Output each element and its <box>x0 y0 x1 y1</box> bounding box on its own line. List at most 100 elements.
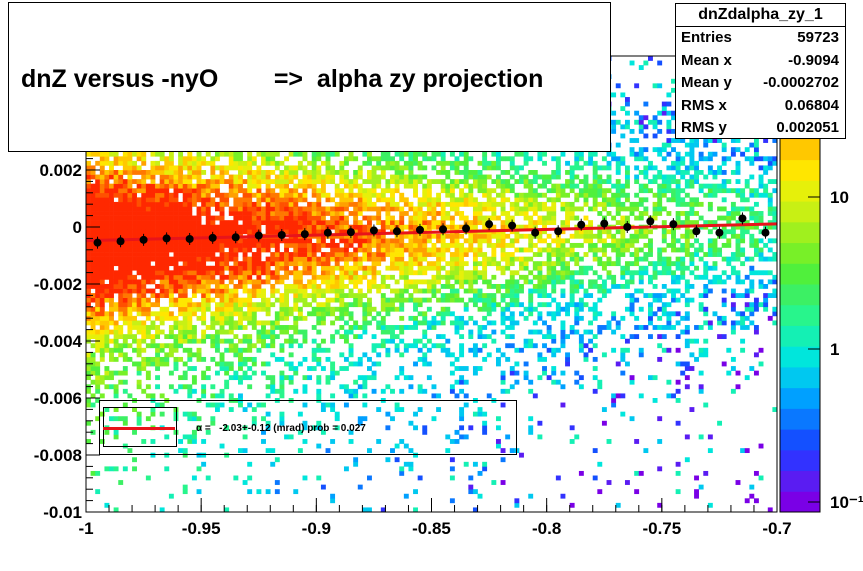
heatmap-cell <box>187 393 193 399</box>
heatmap-cell <box>320 160 326 166</box>
heatmap-cell <box>353 325 359 330</box>
heatmap-cell <box>247 343 253 349</box>
heatmap-cell <box>224 274 230 280</box>
heatmap-cell <box>136 261 142 267</box>
heatmap-cell <box>164 174 170 180</box>
heatmap-cell <box>164 265 170 271</box>
heatmap-cell <box>196 165 202 171</box>
heatmap-cell <box>320 252 326 257</box>
heatmap-cell <box>380 256 386 262</box>
heatmap-cell <box>325 192 331 198</box>
heatmap-cell <box>182 156 188 162</box>
heatmap-cell <box>251 229 257 235</box>
heatmap-cell <box>523 361 529 367</box>
heatmap-cell <box>500 270 506 276</box>
heatmap-cell <box>196 151 202 157</box>
heatmap-cell <box>247 160 253 166</box>
heatmap-cell <box>472 461 478 467</box>
heatmap-cell <box>187 183 193 189</box>
heatmap-cell <box>214 247 220 253</box>
heatmap-cell <box>472 211 478 216</box>
heatmap-cell <box>542 215 547 221</box>
heatmap-cell <box>95 311 101 317</box>
heatmap-cell <box>127 156 133 162</box>
heatmap-cell <box>132 284 137 289</box>
heatmap-cell <box>357 206 363 212</box>
heatmap-cell <box>155 302 161 308</box>
heatmap-cell <box>486 192 492 198</box>
heatmap-cell <box>353 170 359 175</box>
heatmap-cell <box>219 288 225 294</box>
heatmap-cell <box>459 261 465 267</box>
heatmap-cell <box>426 361 432 367</box>
heatmap-cell <box>551 170 557 175</box>
heatmap-cell <box>113 338 119 344</box>
heatmap-cell <box>132 179 137 184</box>
heatmap-cell <box>251 407 257 412</box>
heatmap-cell <box>348 274 354 280</box>
heatmap-cell <box>90 247 96 253</box>
heatmap-cell <box>90 274 96 280</box>
heatmap-cell <box>408 293 414 298</box>
heatmap-cell <box>274 151 280 157</box>
heatmap-cell <box>219 229 225 235</box>
heatmap-cell <box>569 502 575 508</box>
heatmap-cell <box>362 188 368 194</box>
heatmap-cell <box>122 402 128 408</box>
heatmap-cell <box>436 192 442 198</box>
heatmap-cell <box>228 229 234 235</box>
heatmap-cell <box>168 170 174 175</box>
heatmap-cell <box>343 174 349 180</box>
heatmap-cell <box>426 188 432 194</box>
heatmap-cell <box>588 347 594 353</box>
heatmap-cell <box>472 288 478 294</box>
heatmap-cell <box>394 306 400 312</box>
heatmap-cell <box>551 174 557 180</box>
heatmap-cell <box>537 288 543 294</box>
heatmap-cell <box>362 197 368 203</box>
heatmap-cell <box>509 201 515 207</box>
heatmap-cell <box>482 156 488 162</box>
heatmap-cell <box>219 315 225 321</box>
heatmap-cell <box>104 384 110 390</box>
heatmap-cell <box>362 379 368 385</box>
heatmap-cell <box>385 160 391 166</box>
heatmap-cell <box>426 375 432 381</box>
heatmap-cell <box>555 160 561 166</box>
heatmap-cell <box>601 252 607 257</box>
heatmap-cell <box>330 220 336 226</box>
heatmap-cell <box>578 233 584 239</box>
heatmap-cell <box>376 156 382 162</box>
heatmap-cell <box>247 211 253 216</box>
heatmap-cell <box>136 179 142 184</box>
heatmap-cell <box>509 370 515 376</box>
heatmap-cell <box>565 224 570 230</box>
heatmap-cell <box>307 284 313 289</box>
heatmap-cell <box>141 174 147 180</box>
heatmap-cell <box>454 429 460 435</box>
heatmap-cell <box>583 356 589 362</box>
heatmap-cell <box>542 247 547 253</box>
heatmap-cell <box>468 489 474 495</box>
heatmap-cell <box>436 220 442 226</box>
heatmap-cell <box>463 379 469 385</box>
heatmap-cell <box>279 265 285 271</box>
heatmap-cell <box>422 425 428 431</box>
heatmap-cell <box>320 242 326 248</box>
heatmap-cell <box>431 252 437 257</box>
heatmap-cell <box>159 293 165 298</box>
heatmap-cell <box>191 215 197 221</box>
heatmap-cell <box>403 233 409 239</box>
heatmap-cell <box>523 179 529 184</box>
heatmap-cell <box>537 238 543 244</box>
heatmap-cell <box>182 370 188 376</box>
heatmap-cell <box>256 201 262 207</box>
heatmap-cell <box>482 297 488 303</box>
heatmap-cell <box>145 361 151 367</box>
heatmap-cell <box>113 201 119 207</box>
heatmap-cell <box>242 302 248 308</box>
heatmap-cell <box>95 343 101 349</box>
heatmap-cell <box>583 201 589 207</box>
heatmap-cell <box>463 201 469 207</box>
heatmap-cell <box>320 174 326 180</box>
